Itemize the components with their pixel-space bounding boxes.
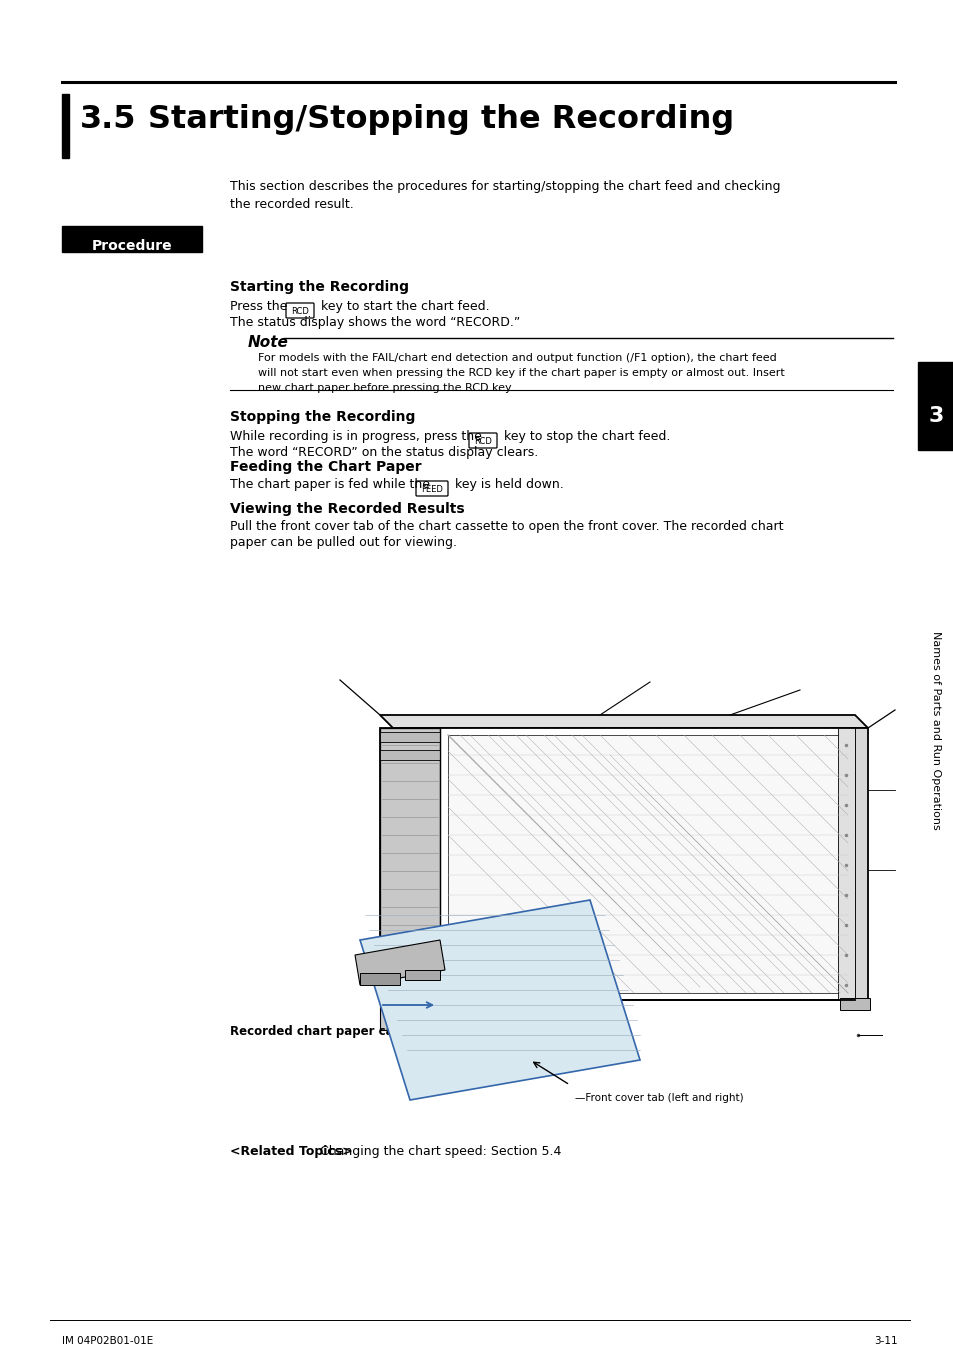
Text: RCD: RCD — [474, 437, 492, 446]
FancyBboxPatch shape — [286, 302, 314, 319]
Text: key to start the chart feed.: key to start the chart feed. — [316, 300, 489, 313]
Text: While recording is in progress, press the: While recording is in progress, press th… — [230, 431, 485, 443]
Text: Starting/Stopping the Recording: Starting/Stopping the Recording — [148, 104, 734, 135]
Polygon shape — [379, 728, 854, 1000]
Text: new chart paper before pressing the RCD key.: new chart paper before pressing the RCD … — [257, 383, 513, 393]
Polygon shape — [837, 728, 854, 1000]
Text: <Related Topics>: <Related Topics> — [230, 1145, 353, 1158]
Bar — [62, 95, 69, 158]
Text: 3: 3 — [927, 406, 943, 427]
Bar — [62, 225, 202, 252]
Text: key to stop the chart feed.: key to stop the chart feed. — [499, 431, 670, 443]
Bar — [379, 751, 439, 760]
Text: 3-11: 3-11 — [874, 1336, 897, 1346]
Bar — [379, 732, 439, 742]
Text: will not start even when pressing the RCD key if the chart paper is empty or alm: will not start even when pressing the RC… — [257, 369, 784, 378]
Bar — [448, 734, 847, 994]
Polygon shape — [379, 716, 867, 728]
Text: key is held down.: key is held down. — [451, 478, 563, 491]
Polygon shape — [359, 900, 639, 1100]
Polygon shape — [379, 728, 439, 1000]
Text: the recorded result.: the recorded result. — [230, 198, 354, 211]
Text: For models with the FAIL/chart end detection and output function (/F1 option), t: For models with the FAIL/chart end detec… — [257, 352, 776, 363]
Bar — [359, 973, 399, 985]
FancyBboxPatch shape — [469, 433, 497, 448]
Text: paper can be pulled out for viewing.: paper can be pulled out for viewing. — [230, 536, 456, 549]
FancyBboxPatch shape — [416, 481, 448, 495]
Text: 3.5: 3.5 — [80, 104, 136, 135]
Text: Press the: Press the — [230, 300, 291, 313]
Text: Procedure: Procedure — [91, 239, 172, 252]
Polygon shape — [355, 940, 444, 986]
Text: Viewing the Recorded Results: Viewing the Recorded Results — [230, 502, 464, 516]
Text: RCD: RCD — [291, 306, 309, 316]
Text: The status display shows the word “RECORD.”: The status display shows the word “RECOR… — [230, 316, 519, 329]
Text: Changing the chart speed: Section 5.4: Changing the chart speed: Section 5.4 — [312, 1145, 560, 1158]
Text: Starting the Recording: Starting the Recording — [230, 279, 409, 294]
Polygon shape — [854, 728, 867, 1000]
Text: Feeding the Chart Paper: Feeding the Chart Paper — [230, 460, 421, 474]
Text: FEED: FEED — [420, 485, 442, 494]
Text: IM 04P02B01-01E: IM 04P02B01-01E — [62, 1336, 153, 1346]
Text: The chart paper is fed while the: The chart paper is fed while the — [230, 478, 434, 491]
Text: —Front cover tab (left and right): —Front cover tab (left and right) — [575, 1094, 742, 1103]
Bar — [917, 362, 953, 450]
Text: Recorded chart paper can be pulled out.: Recorded chart paper can be pulled out. — [230, 1025, 497, 1038]
Polygon shape — [379, 1000, 439, 1030]
Text: Names of Parts and Run Operations: Names of Parts and Run Operations — [930, 630, 940, 829]
Text: Stopping the Recording: Stopping the Recording — [230, 410, 415, 424]
Text: The word “RECORD” on the status display clears.: The word “RECORD” on the status display … — [230, 446, 537, 459]
Text: Note: Note — [248, 335, 289, 350]
Text: Pull the front cover tab of the chart cassette to open the front cover. The reco: Pull the front cover tab of the chart ca… — [230, 520, 782, 533]
Bar — [840, 998, 869, 1010]
Bar — [405, 971, 439, 980]
Text: This section describes the procedures for starting/stopping the chart feed and c: This section describes the procedures fo… — [230, 180, 780, 193]
